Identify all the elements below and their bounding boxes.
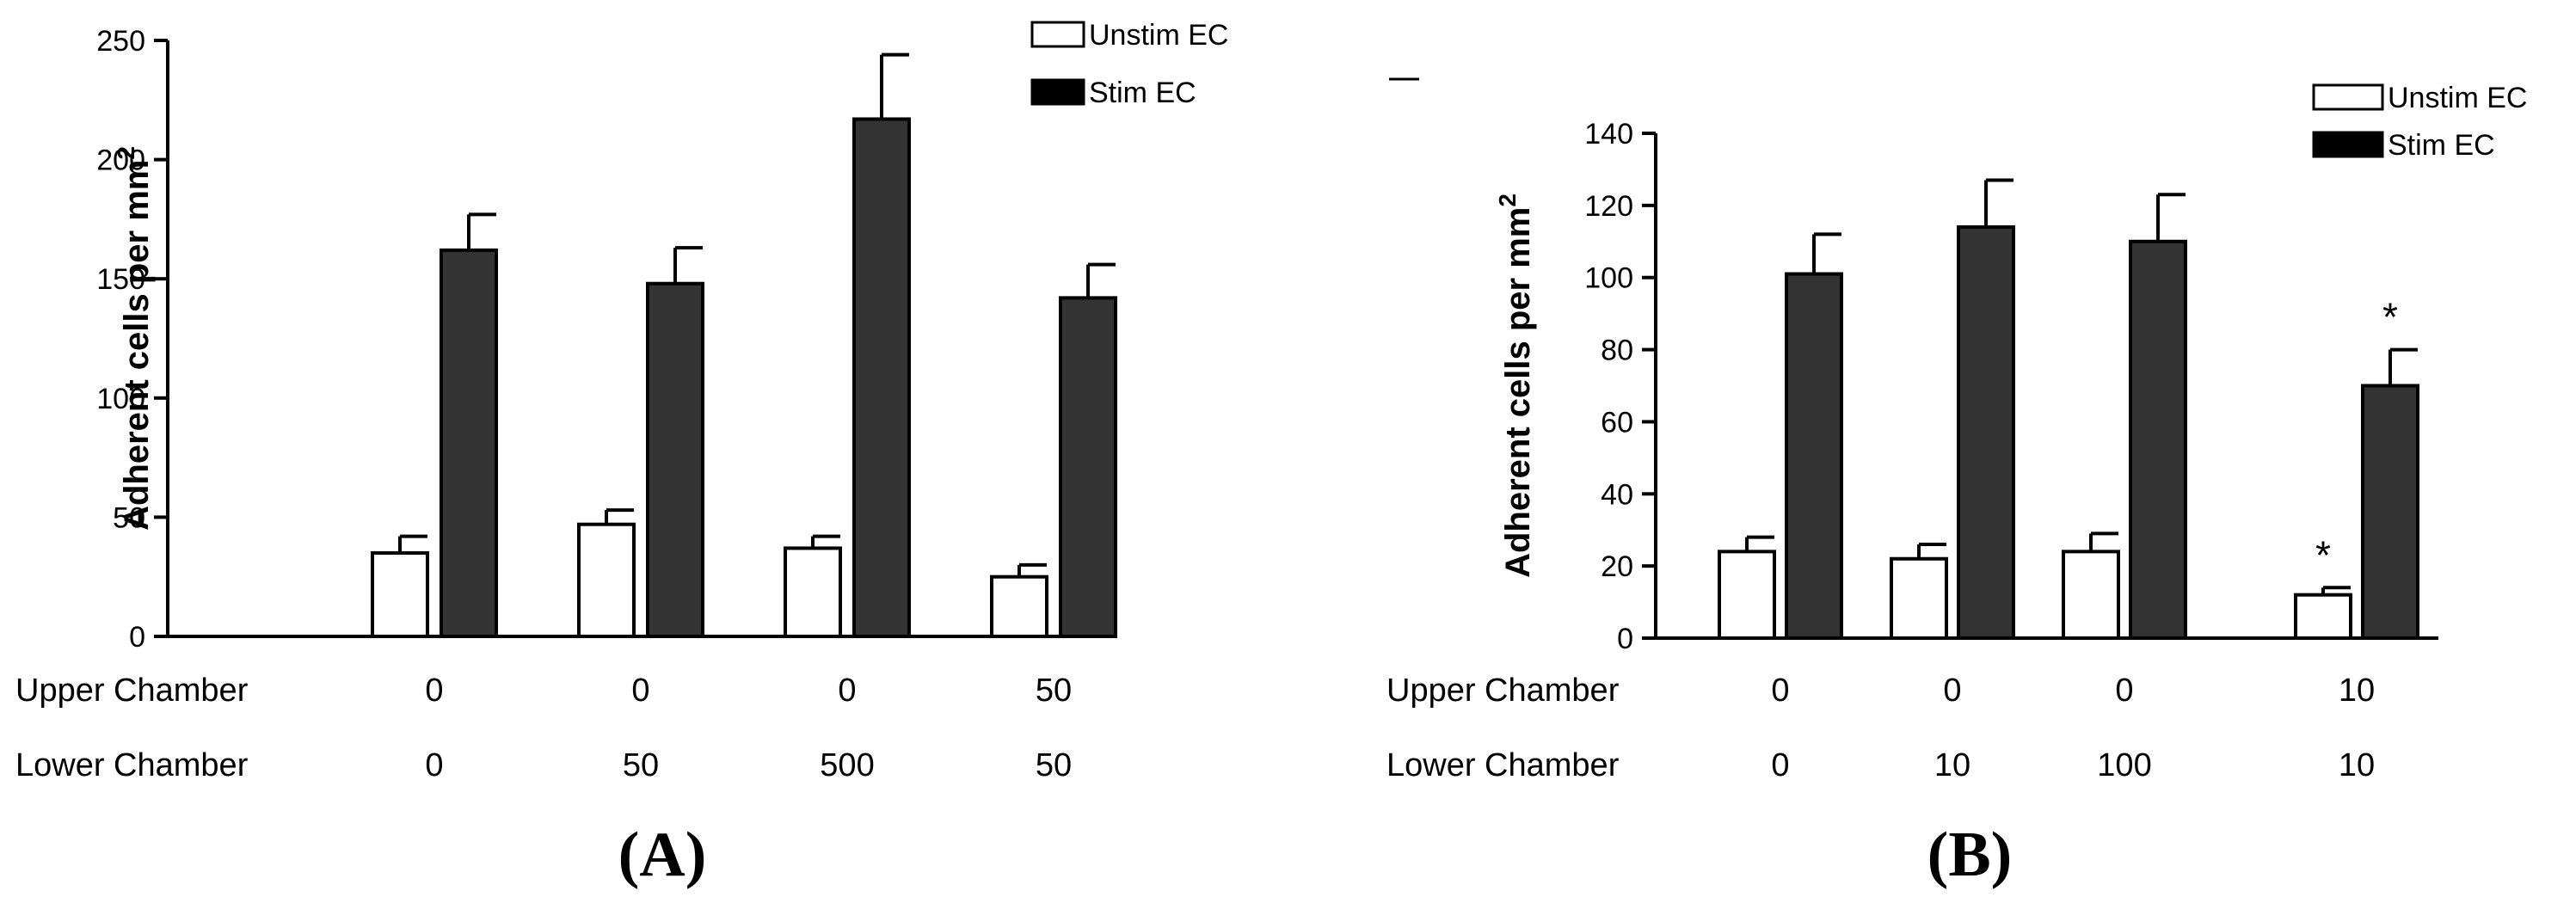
- lower-chamber-value: 10: [1934, 747, 1970, 783]
- bar-unstim-ec: [1890, 556, 1948, 640]
- lower-chamber-value: 0: [1771, 747, 1789, 783]
- upper-chamber-value: 0: [2115, 673, 2133, 709]
- upper-chamber-value: 0: [838, 673, 856, 709]
- y-axis-label: Adherent cells per mm2: [113, 146, 156, 531]
- bar-stim-ec: [1785, 272, 1843, 640]
- bar-unstim-ec: [371, 550, 429, 638]
- lower-chamber-value: 0: [425, 747, 443, 783]
- legend-label-stim-ec: Stim EC: [2388, 129, 2495, 162]
- y-axis-label-superscript: 2: [1494, 194, 1521, 207]
- legend-swatch-unstim-ec: [2312, 83, 2384, 111]
- y-tick-label: 100: [96, 383, 145, 415]
- bar-stim-ec: [1059, 296, 1117, 638]
- bar-stim-ec: [440, 248, 498, 638]
- bar-stim-ec: [2361, 384, 2419, 640]
- panel-label: (A): [618, 820, 707, 890]
- bar-unstim-ec: [990, 574, 1048, 639]
- legend-swatch-stim-ec: [2312, 131, 2384, 158]
- legend-swatch-stim-ec: [1030, 78, 1085, 106]
- legend-label-stim-ec: Stim EC: [1089, 77, 1196, 109]
- y-tick-label: 20: [1601, 550, 1633, 583]
- upper-chamber-value: 0: [1771, 673, 1789, 709]
- bar-stim-ec: [1957, 225, 2015, 640]
- legend-label-unstim-ec: Unstim EC: [1089, 19, 1228, 52]
- bar-unstim-ec: [2062, 550, 2120, 640]
- legend-label-unstim-ec: Unstim EC: [2388, 82, 2527, 114]
- lower-chamber-value: 100: [2097, 747, 2151, 783]
- upper-chamber-value: 0: [425, 673, 443, 709]
- lower-chamber-label: Lower Chamber: [15, 747, 249, 783]
- y-axis-label-text: Adherent cells per mm: [118, 160, 156, 531]
- y-tick-label: 80: [1601, 335, 1633, 367]
- y-tick-label: 120: [1584, 190, 1633, 223]
- significance-marker: *: [2382, 295, 2398, 340]
- lower-chamber-label: Lower Chamber: [1386, 747, 1620, 783]
- upper-chamber-label: Upper Chamber: [15, 673, 249, 709]
- panel-label: (B): [1927, 820, 2013, 890]
- upper-chamber-value: 50: [1036, 673, 1072, 709]
- y-tick-label: 200: [96, 144, 145, 177]
- y-tick-label: 0: [1617, 623, 1633, 655]
- y-tick-label: 40: [1601, 478, 1633, 511]
- lower-chamber-value: 50: [623, 747, 659, 783]
- y-tick-label: 50: [113, 501, 145, 534]
- bar-stim-ec: [646, 281, 704, 638]
- y-tick-label: 0: [129, 621, 145, 654]
- y-tick-label: 140: [1584, 118, 1633, 150]
- bar-unstim-ec: [2294, 593, 2352, 641]
- y-axis-label-superscript: 2: [113, 146, 139, 160]
- upper-chamber-value: 10: [2339, 673, 2375, 709]
- bar-unstim-ec: [577, 522, 636, 638]
- y-axis-label-text: Adherent cells per mm: [1499, 207, 1537, 578]
- y-tick-label: 250: [96, 25, 145, 58]
- bar-stim-ec: [852, 117, 911, 638]
- legend-swatch-unstim-ec: [1030, 21, 1085, 48]
- bar-unstim-ec: [1718, 550, 1776, 640]
- lower-chamber-value: 500: [820, 747, 874, 783]
- significance-marker: *: [2315, 532, 2331, 577]
- y-tick-label: 100: [1584, 262, 1633, 295]
- y-axis-label: Adherent cells per mm2: [1494, 194, 1537, 578]
- upper-chamber-label: Upper Chamber: [1386, 673, 1620, 709]
- y-tick-label: 150: [96, 263, 145, 296]
- lower-chamber-value: 50: [1036, 747, 1072, 783]
- upper-chamber-value: 0: [631, 673, 649, 709]
- bar-unstim-ec: [784, 546, 842, 638]
- y-tick-label: 60: [1601, 406, 1633, 439]
- lower-chamber-value: 10: [2339, 747, 2375, 783]
- bar-stim-ec: [2129, 239, 2187, 640]
- upper-chamber-value: 0: [1943, 673, 1961, 709]
